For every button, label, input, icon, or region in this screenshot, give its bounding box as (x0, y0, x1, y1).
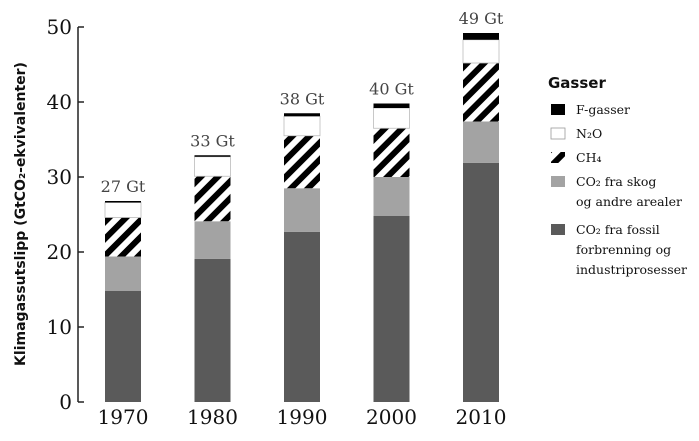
y-tick-label: 10 (47, 315, 72, 339)
bar-segment (194, 176, 231, 222)
bar-segment (105, 256, 141, 291)
bar-segment (463, 33, 499, 40)
bar-segment (284, 113, 320, 117)
x-tick-label: 1990 (277, 405, 328, 429)
bar-segment (463, 63, 499, 122)
y-axis-label: Klimagassutslipp (GtCO₂-ekvivalenter) (13, 62, 29, 366)
bar-segment (373, 177, 410, 216)
y-tick-label: 20 (47, 240, 72, 264)
bar-segment (105, 291, 141, 402)
bar-total-label: 49 Gt (459, 9, 504, 28)
bar-segment (373, 103, 410, 108)
bar-segment (463, 121, 499, 163)
legend-label: N₂O (576, 126, 602, 141)
bar-total-label: 33 Gt (190, 131, 235, 150)
legend-label: forbrenning og (576, 242, 671, 257)
y-tick-label: 30 (47, 165, 72, 189)
legend-swatch (551, 224, 565, 235)
bar-segment (284, 135, 320, 189)
legend-swatch (551, 104, 565, 115)
legend-swatch (551, 176, 565, 187)
x-tick-label: 1970 (98, 405, 149, 429)
bar-total-label: 38 Gt (280, 89, 325, 108)
y-tick-label: 0 (59, 390, 72, 414)
bar-segment (373, 128, 410, 177)
bar-total-label: 40 Gt (369, 80, 414, 99)
bar-segment (194, 258, 231, 402)
legend-label: industriprosesser (576, 262, 687, 277)
legend-swatch (550, 127, 566, 140)
y-tick-label: 40 (47, 90, 72, 114)
bar-segment (104, 202, 142, 218)
bar-segment (284, 188, 320, 232)
x-tick-label: 2000 (366, 405, 417, 429)
legend-label: CO₂ fra skog (576, 174, 656, 189)
bar-segment (373, 107, 410, 129)
bar-segment (194, 221, 231, 259)
bar-segment (105, 201, 141, 203)
legend-label: CO₂ fra fossil (576, 222, 660, 237)
legend-label: F-gasser (576, 102, 630, 117)
legend-title: Gasser (548, 74, 606, 92)
bar-total-label: 27 Gt (101, 177, 146, 196)
y-tick-label: 50 (47, 15, 72, 39)
bar-segment (194, 155, 231, 157)
legend-swatch (551, 152, 565, 163)
bar-segment (194, 156, 231, 177)
bar-segment (463, 162, 499, 402)
legend-label: CH₄ (576, 150, 601, 165)
bar-segment (462, 39, 500, 64)
x-tick-label: 2010 (456, 405, 507, 429)
x-tick-label: 1980 (187, 405, 238, 429)
bar-segment (373, 216, 410, 402)
bar-segment (284, 231, 320, 402)
bar-segment (283, 115, 321, 137)
legend-label: og andre arealer (576, 194, 682, 209)
bar-segment (105, 217, 141, 257)
